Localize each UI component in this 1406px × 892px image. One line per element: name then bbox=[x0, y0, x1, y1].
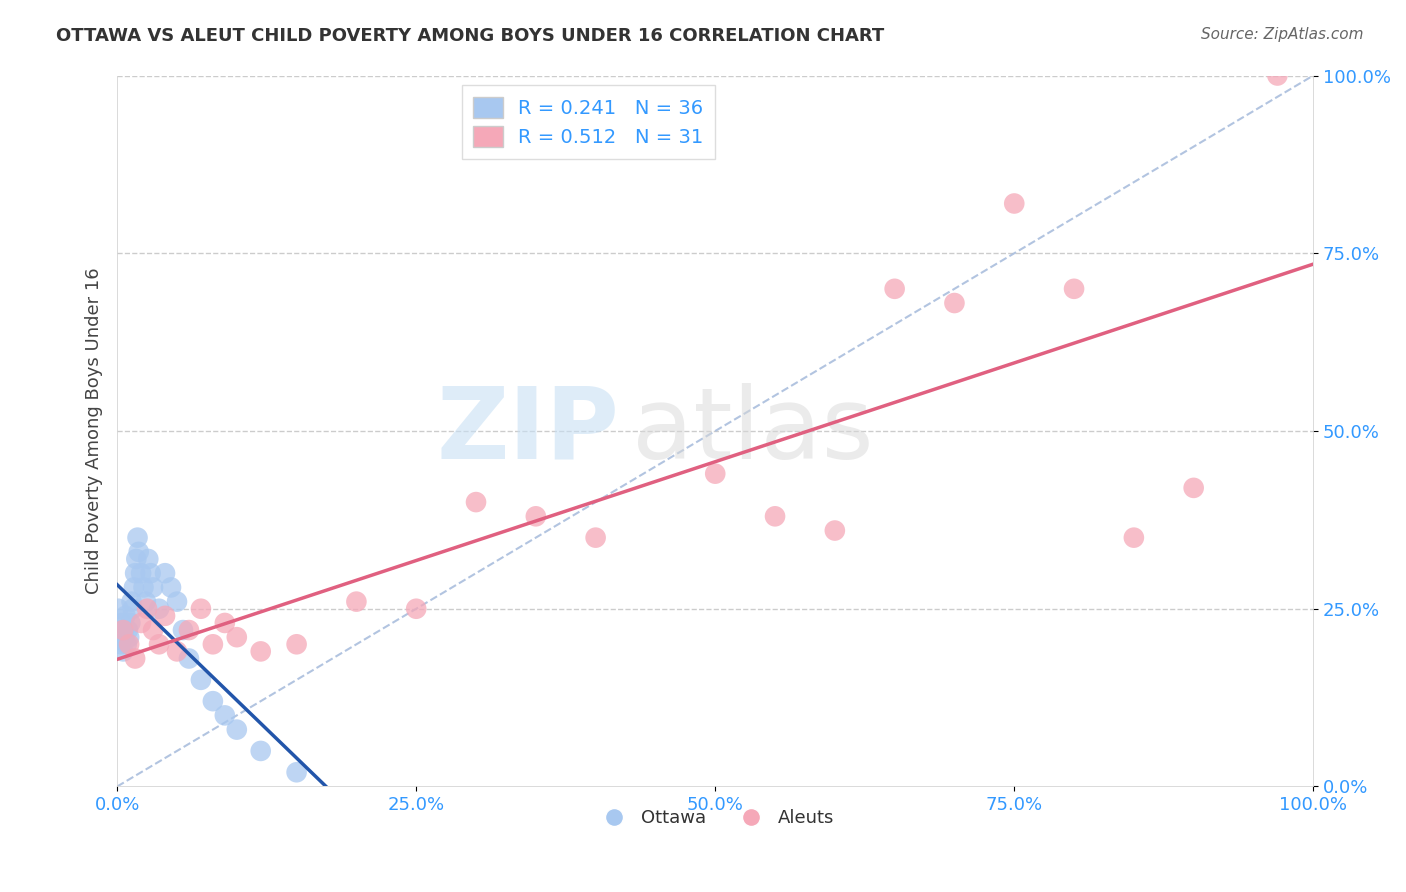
Text: atlas: atlas bbox=[631, 383, 873, 480]
Point bbox=[824, 524, 846, 538]
Point bbox=[121, 594, 143, 608]
Point bbox=[111, 615, 134, 630]
Point bbox=[110, 637, 132, 651]
Point bbox=[1267, 69, 1289, 83]
Point bbox=[285, 637, 308, 651]
Point bbox=[177, 651, 200, 665]
Point bbox=[136, 552, 159, 566]
Point bbox=[120, 615, 142, 630]
Point bbox=[115, 637, 138, 651]
Point bbox=[153, 566, 176, 581]
Point bbox=[585, 531, 607, 545]
Point bbox=[763, 509, 786, 524]
Point bbox=[172, 623, 194, 637]
Point bbox=[1122, 531, 1144, 545]
Text: Source: ZipAtlas.com: Source: ZipAtlas.com bbox=[1201, 27, 1364, 42]
Point bbox=[135, 594, 157, 608]
Point bbox=[125, 552, 148, 566]
Point bbox=[214, 708, 236, 723]
Point bbox=[344, 594, 367, 608]
Point bbox=[132, 581, 155, 595]
Point bbox=[124, 651, 146, 665]
Y-axis label: Child Poverty Among Boys Under 16: Child Poverty Among Boys Under 16 bbox=[86, 268, 103, 594]
Point bbox=[129, 566, 152, 581]
Point bbox=[405, 601, 427, 615]
Point bbox=[129, 615, 152, 630]
Point bbox=[112, 630, 135, 644]
Point bbox=[142, 623, 165, 637]
Point bbox=[704, 467, 727, 481]
Legend: Ottawa, Aleuts: Ottawa, Aleuts bbox=[589, 802, 842, 834]
Point bbox=[112, 644, 135, 658]
Point bbox=[249, 644, 271, 658]
Point bbox=[883, 282, 905, 296]
Point bbox=[127, 531, 149, 545]
Point bbox=[201, 694, 224, 708]
Point bbox=[1002, 196, 1025, 211]
Point bbox=[153, 608, 176, 623]
Point bbox=[166, 644, 188, 658]
Point bbox=[214, 615, 236, 630]
Point bbox=[118, 637, 141, 651]
Point bbox=[225, 630, 247, 644]
Point bbox=[142, 581, 165, 595]
Text: OTTAWA VS ALEUT CHILD POVERTY AMONG BOYS UNDER 16 CORRELATION CHART: OTTAWA VS ALEUT CHILD POVERTY AMONG BOYS… bbox=[56, 27, 884, 45]
Point bbox=[117, 623, 139, 637]
Point bbox=[108, 623, 131, 637]
Point bbox=[285, 765, 308, 780]
Point bbox=[465, 495, 488, 509]
Point bbox=[124, 566, 146, 581]
Point bbox=[249, 744, 271, 758]
Point bbox=[190, 601, 212, 615]
Point bbox=[160, 581, 183, 595]
Point bbox=[118, 630, 141, 644]
Point bbox=[524, 509, 547, 524]
Point bbox=[136, 601, 159, 615]
Point bbox=[122, 581, 145, 595]
Point bbox=[166, 594, 188, 608]
Point bbox=[128, 545, 150, 559]
Point bbox=[112, 623, 135, 637]
Point bbox=[225, 723, 247, 737]
Point bbox=[107, 601, 129, 615]
Point bbox=[148, 637, 170, 651]
Point bbox=[177, 623, 200, 637]
Point bbox=[114, 608, 136, 623]
Point bbox=[1182, 481, 1205, 495]
Text: ZIP: ZIP bbox=[437, 383, 620, 480]
Point bbox=[1063, 282, 1085, 296]
Point bbox=[139, 566, 162, 581]
Point bbox=[148, 601, 170, 615]
Point bbox=[943, 296, 966, 310]
Point bbox=[190, 673, 212, 687]
Point bbox=[201, 637, 224, 651]
Point bbox=[121, 601, 143, 615]
